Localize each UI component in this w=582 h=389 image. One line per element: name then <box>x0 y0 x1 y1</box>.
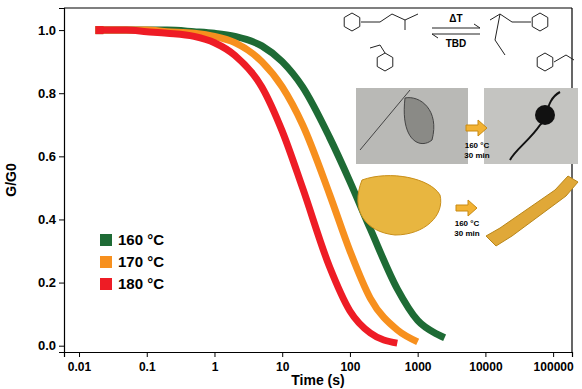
x-tick: 10 <box>276 352 290 374</box>
x-tick-mark <box>214 352 215 357</box>
legend-swatch <box>100 234 112 246</box>
annotation: ΔT <box>449 13 462 24</box>
x-tick: 1000 <box>405 352 432 374</box>
y-tick: 1.0 <box>38 23 64 38</box>
x-tick-label: 0.01 <box>68 360 92 374</box>
y-tick: 0.8 <box>38 86 64 101</box>
x-tick: 0.01 <box>68 352 92 374</box>
y-tick-mark <box>59 156 64 157</box>
frame-top <box>64 7 572 8</box>
inset <box>344 13 578 246</box>
x-tick: 1 <box>212 352 219 374</box>
y-axis: 0.0 0.2 0.4 0.6 0.8 1.0 <box>38 9 65 354</box>
x-tick: 100 <box>340 352 360 374</box>
y-axis-line <box>59 9 65 353</box>
x-tick: 100000 <box>534 352 574 374</box>
x-tick-label: 100000 <box>534 360 574 374</box>
y-tick-mark <box>59 283 64 284</box>
x-tick-label: 10000 <box>469 360 503 374</box>
legend-label: 170 °C <box>118 253 164 270</box>
plot: 0.01 0.1 1 10 100 1000 10000 100000 0.0 0.2 0.4 0.6… <box>38 8 574 374</box>
photo-detail <box>510 92 560 160</box>
photo <box>356 88 468 164</box>
y-tick: 0.0 <box>38 338 64 353</box>
x-axis-line <box>65 353 573 358</box>
y-tick-label: 1.0 <box>38 23 56 38</box>
y-axis-title: G/G0 <box>3 163 19 197</box>
annotation: 30 min <box>464 151 489 160</box>
x-tick-mark <box>282 352 283 357</box>
series-marker <box>95 26 103 34</box>
x-tick-mark <box>79 352 80 357</box>
legend-item: 160 °C <box>100 231 164 248</box>
y-tick-label: 0.2 <box>38 275 56 290</box>
annotation: 30 min <box>454 229 479 238</box>
y-tick: 0.4 <box>38 212 64 227</box>
photo-detail <box>360 90 434 150</box>
scheme-ring <box>532 13 548 31</box>
x-tick: 10000 <box>469 352 503 374</box>
arrow <box>466 120 487 136</box>
chart: 0.01 0.1 1 10 100 1000 10000 100000 0.0 0.2 0.4 0.6… <box>0 0 582 389</box>
legend-swatch <box>100 278 112 290</box>
series-marker <box>95 26 103 34</box>
legend-swatch <box>100 256 112 268</box>
legend-label: 180 °C <box>118 275 164 292</box>
legend: 160 °C 170 °C 180 °C <box>100 231 164 292</box>
series-group <box>95 26 444 343</box>
annotation: TBD <box>446 38 467 49</box>
x-tick-mark <box>147 352 148 357</box>
photo <box>484 88 578 164</box>
y-tick-label: 0.6 <box>38 149 56 164</box>
x-tick-label: 10 <box>276 360 290 374</box>
series-line <box>99 30 397 343</box>
y-tick-label: 0.4 <box>38 212 57 227</box>
x-tick-mark <box>485 352 486 357</box>
photo-detail <box>535 105 555 125</box>
scheme-ring <box>377 53 393 71</box>
legend-label: 160 °C <box>118 231 164 248</box>
x-tick-label: 1000 <box>405 360 432 374</box>
x-tick-mark <box>418 352 419 357</box>
legend-item: 180 °C <box>100 275 164 292</box>
y-tick: 0.6 <box>38 149 64 164</box>
x-tick-mark <box>350 352 351 357</box>
photo-sample <box>358 176 441 235</box>
x-tick-label: 1 <box>212 360 219 374</box>
scheme-ring <box>344 13 360 31</box>
y-tick-label: 0.8 <box>38 86 56 101</box>
scheme-bonds <box>490 14 574 62</box>
photo-sample <box>486 176 578 246</box>
y-tick: 0.2 <box>38 275 64 290</box>
x-axis-title: Time (s) <box>291 372 344 388</box>
arrow <box>456 200 477 216</box>
series-marker <box>95 26 103 34</box>
y-tick-mark <box>59 30 64 31</box>
annotation: 160 °C <box>465 141 490 150</box>
x-tick-label: 0.1 <box>139 360 156 374</box>
x-tick-mark <box>553 352 554 357</box>
scheme-ring <box>537 53 553 71</box>
annotation: 160 °C <box>455 219 480 228</box>
legend-item: 170 °C <box>100 253 164 270</box>
equilibrium-arrows <box>432 24 480 38</box>
y-tick-mark <box>59 346 64 347</box>
x-tick: 0.1 <box>139 352 156 374</box>
y-tick-mark <box>59 219 64 220</box>
y-tick-mark <box>59 93 64 94</box>
x-axis: 0.01 0.1 1 10 100 1000 10000 100000 <box>65 352 574 374</box>
scheme-bonds <box>361 14 418 53</box>
y-tick-label: 0.0 <box>38 338 56 353</box>
